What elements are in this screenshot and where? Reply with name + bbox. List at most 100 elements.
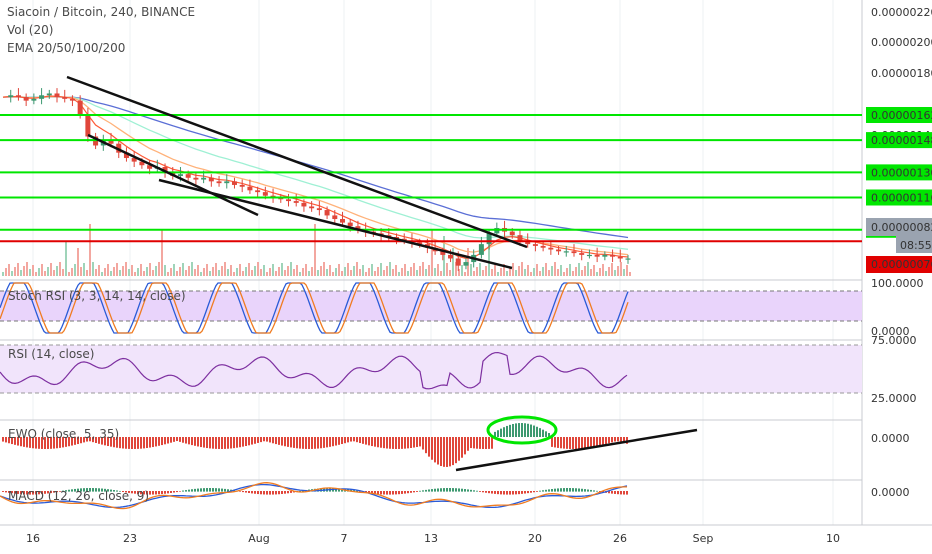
level-tag <box>866 132 932 149</box>
macd-bar <box>41 491 43 495</box>
volume-bar <box>260 269 262 276</box>
candle-body <box>69 98 75 101</box>
volume-bar <box>137 268 139 276</box>
macd-bar <box>524 491 526 494</box>
ewo-bar <box>53 437 55 449</box>
ewo-bar <box>476 437 478 449</box>
volume-bar <box>182 263 184 276</box>
macd-bar <box>557 488 559 492</box>
ewo-bar <box>8 437 10 444</box>
macd-bar <box>503 491 505 495</box>
macd-bar <box>551 489 553 492</box>
candle-body <box>293 201 299 203</box>
rsi-title[interactable]: RSI (14, close) <box>8 347 95 361</box>
volume-bar <box>503 264 505 276</box>
candle-body <box>193 177 199 180</box>
volume-bar <box>560 265 562 276</box>
volume-bar <box>608 267 610 276</box>
macd-title[interactable]: MACD (12, 26, close, 9) <box>8 489 150 503</box>
ewo-bar <box>104 437 106 446</box>
macd-bar <box>422 490 424 492</box>
stoch-rsi-title[interactable]: Stoch RSI (3, 3, 14, 14, close) <box>8 289 186 303</box>
candle-body <box>85 114 91 137</box>
volume-bar <box>482 270 484 276</box>
macd-bar <box>125 491 127 493</box>
ewo-bar <box>218 437 220 449</box>
time-axis-label: Aug <box>248 532 269 545</box>
macd-bar <box>509 491 511 495</box>
macd-bar <box>35 491 37 495</box>
macd-bar <box>443 488 445 492</box>
volume-legend[interactable]: Vol (20) <box>7 23 54 37</box>
volume-bar <box>44 271 46 276</box>
macd-bar <box>104 488 106 492</box>
macd-bar <box>260 491 262 495</box>
ewo-bar <box>353 437 355 442</box>
rsi-line <box>0 351 628 390</box>
macd-bar <box>473 490 475 492</box>
macd-bar <box>593 490 595 492</box>
volume-bar <box>617 266 619 276</box>
candle-body <box>108 140 114 144</box>
volume-bar <box>599 268 601 276</box>
ewo-bar <box>485 437 487 449</box>
candle-body <box>478 244 484 255</box>
ewo-title[interactable]: EWO (close, 5, 35) <box>8 427 120 441</box>
volume-bar <box>149 263 151 276</box>
volume-bar <box>443 236 445 276</box>
candle-body <box>239 184 245 187</box>
macd-bar <box>455 488 457 492</box>
macd-bar <box>197 488 199 492</box>
volume-bar <box>80 267 82 276</box>
ewo-bar <box>551 437 553 447</box>
ewo-bar <box>290 437 292 448</box>
volume-bar <box>53 270 55 276</box>
ewo-bar <box>344 437 346 444</box>
ewo-bar <box>542 429 544 437</box>
volume-bar <box>335 268 337 276</box>
ewo-bar <box>398 437 400 449</box>
ewo-bar <box>143 437 145 449</box>
ewo-tick: 0.0000 <box>871 432 910 445</box>
volume-bar <box>386 266 388 276</box>
level-tag-label: 0.00000116 <box>871 191 932 204</box>
ewo-bar <box>179 437 181 442</box>
ewo-bar <box>317 437 319 449</box>
ewo-bar <box>248 437 250 446</box>
ewo-bar <box>287 437 289 447</box>
ewo-bar <box>152 437 154 448</box>
candle-body <box>594 254 600 257</box>
volume-bar <box>98 265 100 276</box>
macd-bar <box>47 491 49 494</box>
volume-bar <box>287 266 289 276</box>
macd-bar <box>194 488 196 492</box>
candle-body <box>162 167 168 173</box>
macd-bar <box>239 491 241 492</box>
macd-bar <box>611 491 613 494</box>
candle-body <box>401 238 407 241</box>
volume-bar <box>206 264 208 276</box>
ewo-bar <box>5 437 7 443</box>
macd-bar <box>434 488 436 492</box>
ewo-bar <box>488 437 490 449</box>
candle-body <box>62 97 68 99</box>
volume-bar <box>353 266 355 276</box>
volume-bar <box>509 267 511 276</box>
ewo-bar <box>566 437 568 449</box>
ewo-bar <box>575 437 577 449</box>
symbol-legend[interactable]: Siacoin / Bitcoin, 240, BINANCE <box>7 5 196 19</box>
volume-bar <box>569 264 571 276</box>
volume-bar <box>11 271 13 276</box>
candle-body <box>201 177 207 180</box>
macd-bar <box>287 491 289 494</box>
volume-bar <box>215 263 217 276</box>
macd-bar <box>452 488 454 492</box>
ewo-bar <box>584 437 586 449</box>
ewo-bar <box>494 431 496 437</box>
ema-legend[interactable]: EMA 20/50/100/200 <box>7 41 126 55</box>
ewo-bar <box>284 437 286 447</box>
volume-bar <box>491 269 493 276</box>
candle-body <box>540 245 546 248</box>
